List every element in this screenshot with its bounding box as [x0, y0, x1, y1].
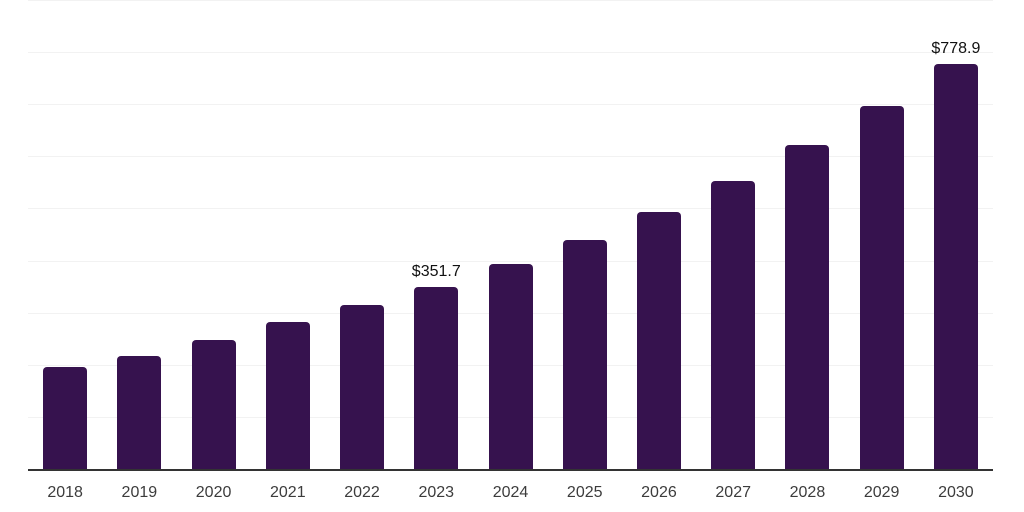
- x-tick-label-2019: 2019: [121, 484, 158, 501]
- bar-2030: [934, 64, 978, 470]
- x-tick-label-2026: 2026: [641, 484, 677, 501]
- bar-2018: [43, 367, 87, 470]
- gridline-800: [28, 52, 993, 53]
- bar-2023: [414, 287, 458, 470]
- gridline-600: [28, 156, 993, 157]
- gridline-900: [28, 0, 993, 1]
- x-axis-line: [28, 469, 993, 471]
- plot-area: $351.7 $778.9: [28, 0, 993, 471]
- x-tick-label-2029: 2029: [863, 484, 900, 501]
- x-tick-label-2024: 2024: [492, 484, 529, 501]
- gridline-400: [28, 261, 993, 262]
- x-tick-label-2022: 2022: [344, 484, 380, 501]
- bar-2029: [860, 106, 904, 470]
- value-label-2023: $351.7: [411, 263, 461, 280]
- bar-2021: [266, 322, 310, 470]
- bar-2019: [117, 356, 161, 470]
- x-tick-label-2025: 2025: [566, 484, 603, 501]
- x-tick-label-2028: 2028: [789, 484, 826, 501]
- x-tick-label-2020: 2020: [195, 484, 232, 501]
- x-tick-label-2021: 2021: [270, 484, 306, 501]
- x-tick-label-2027: 2027: [715, 484, 751, 501]
- gridline-500: [28, 208, 993, 209]
- x-tick-label-2023: 2023: [418, 484, 455, 501]
- bar-2022: [340, 305, 384, 470]
- bar-2025: [563, 240, 607, 470]
- bar-2028: [785, 145, 829, 470]
- bar-2020: [192, 340, 236, 470]
- bar-2027: [711, 181, 755, 470]
- value-label-2030: $778.9: [931, 40, 981, 57]
- bar-2024: [489, 264, 533, 470]
- x-tick-label-2018: 2018: [47, 484, 83, 501]
- gridline-700: [28, 104, 993, 105]
- x-tick-label-2030: 2030: [938, 484, 974, 501]
- bar-2026: [637, 212, 681, 470]
